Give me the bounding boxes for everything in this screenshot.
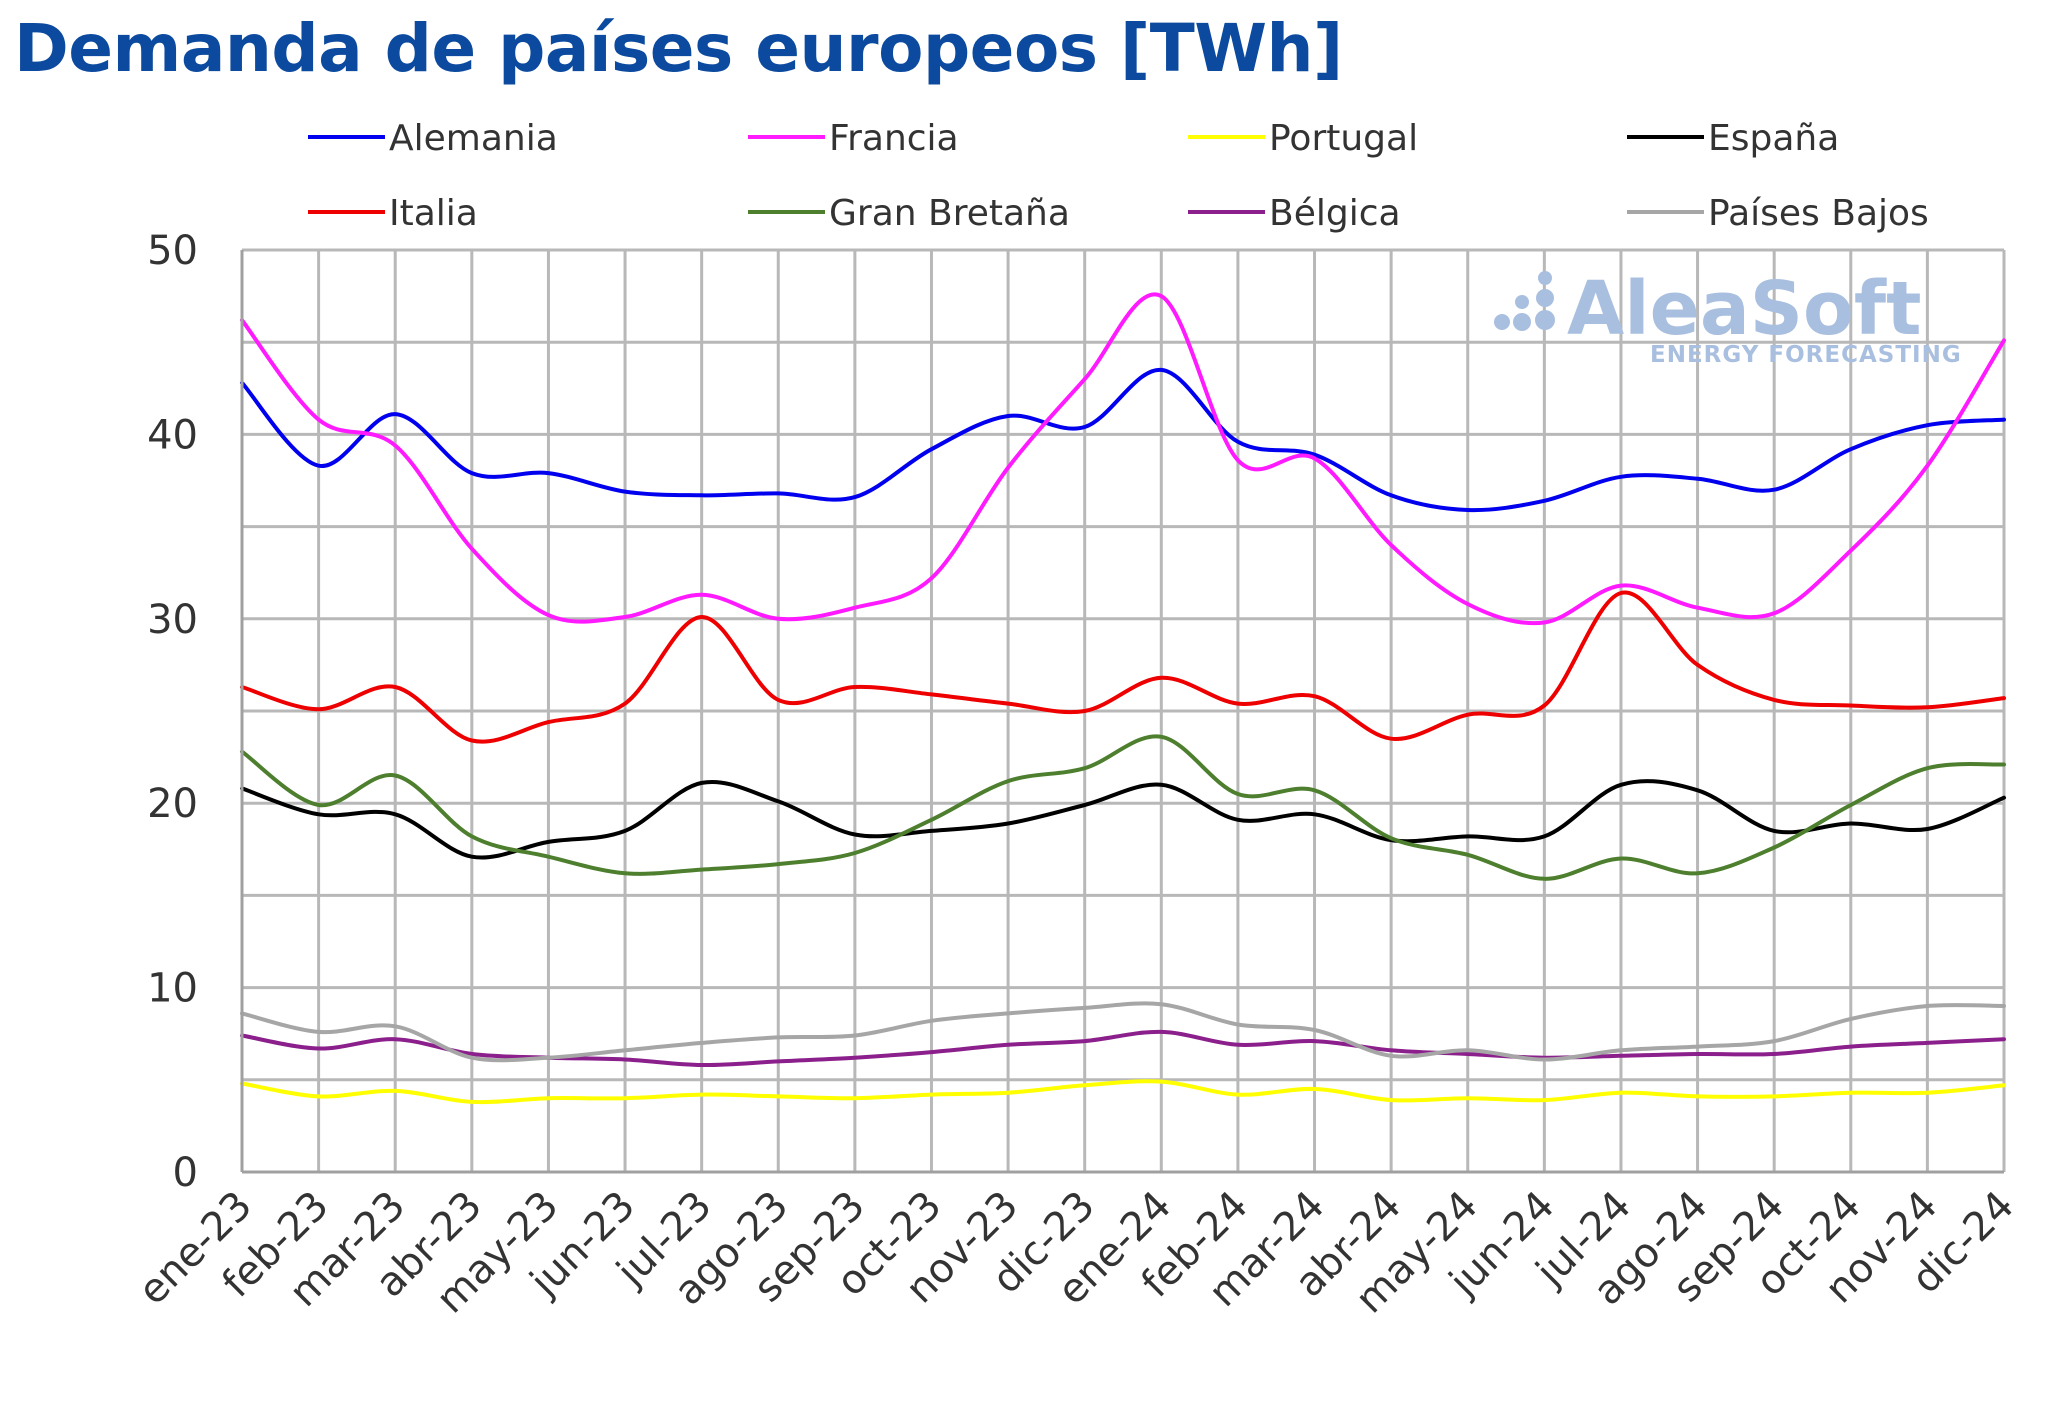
legend-item: Bélgica — [1188, 193, 1401, 234]
series-line-1 — [240, 292, 2006, 626]
x-axis-ticks: ene-23feb-23mar-23abr-23may-23jun-23jul-… — [130, 1183, 2023, 1323]
y-axis-ticks: 0 10 20 30 40 50 — [147, 228, 198, 1196]
legend-item: Gran Bretaña — [748, 193, 1070, 234]
series-line-0 — [240, 367, 2006, 513]
watermark-tagline: ENERGY FORECASTING — [1650, 342, 1962, 368]
legend-label: Países Bajos — [1708, 193, 1929, 234]
aleasoft-watermark: AleaSoft ENERGY FORECASTING — [1494, 266, 1962, 368]
legend-label: Alemania — [389, 118, 558, 159]
logo-dot — [1513, 313, 1531, 331]
legend-label: Francia — [829, 118, 959, 159]
legend-item: Italia — [308, 193, 478, 234]
legend-item: España — [1627, 118, 1839, 159]
legend-label: España — [1708, 118, 1839, 159]
axes — [240, 250, 2004, 1174]
logo-dot — [1515, 295, 1529, 309]
legend-item: Países Bajos — [1627, 193, 1929, 234]
series-line-2 — [240, 1079, 2006, 1105]
series-lines — [240, 292, 2006, 1105]
series-line-5 — [240, 734, 2006, 881]
legend: Alemania Francia Portugal España Italia Gran … — [308, 118, 1929, 234]
y-tick-label: 50 — [147, 228, 198, 274]
legend-label: Italia — [389, 193, 478, 234]
aleasoft-logo-icon — [1494, 271, 1555, 331]
series-line-3 — [240, 779, 2006, 860]
legend-label: Gran Bretaña — [829, 193, 1070, 234]
logo-dot — [1538, 271, 1552, 285]
chart-title: Demanda de países europeos [TWh] — [14, 10, 1343, 87]
y-tick-label: 10 — [147, 966, 198, 1012]
legend-label: Bélgica — [1269, 193, 1401, 234]
legend-item: Francia — [748, 118, 959, 159]
logo-dot — [1494, 314, 1510, 330]
legend-item: Alemania — [308, 118, 558, 159]
y-tick-label: 30 — [147, 597, 198, 643]
logo-dot — [1536, 289, 1554, 307]
watermark-brand: AleaSoft — [1567, 266, 1921, 352]
legend-label: Portugal — [1269, 118, 1418, 159]
y-tick-label: 0 — [173, 1150, 198, 1196]
y-tick-label: 40 — [147, 412, 198, 458]
legend-item: Portugal — [1188, 118, 1418, 159]
series-line-4 — [240, 590, 2006, 744]
logo-dot — [1535, 310, 1555, 330]
series-line-7 — [240, 1001, 2006, 1063]
y-tick-label: 20 — [147, 781, 198, 827]
grid — [240, 248, 2006, 1174]
